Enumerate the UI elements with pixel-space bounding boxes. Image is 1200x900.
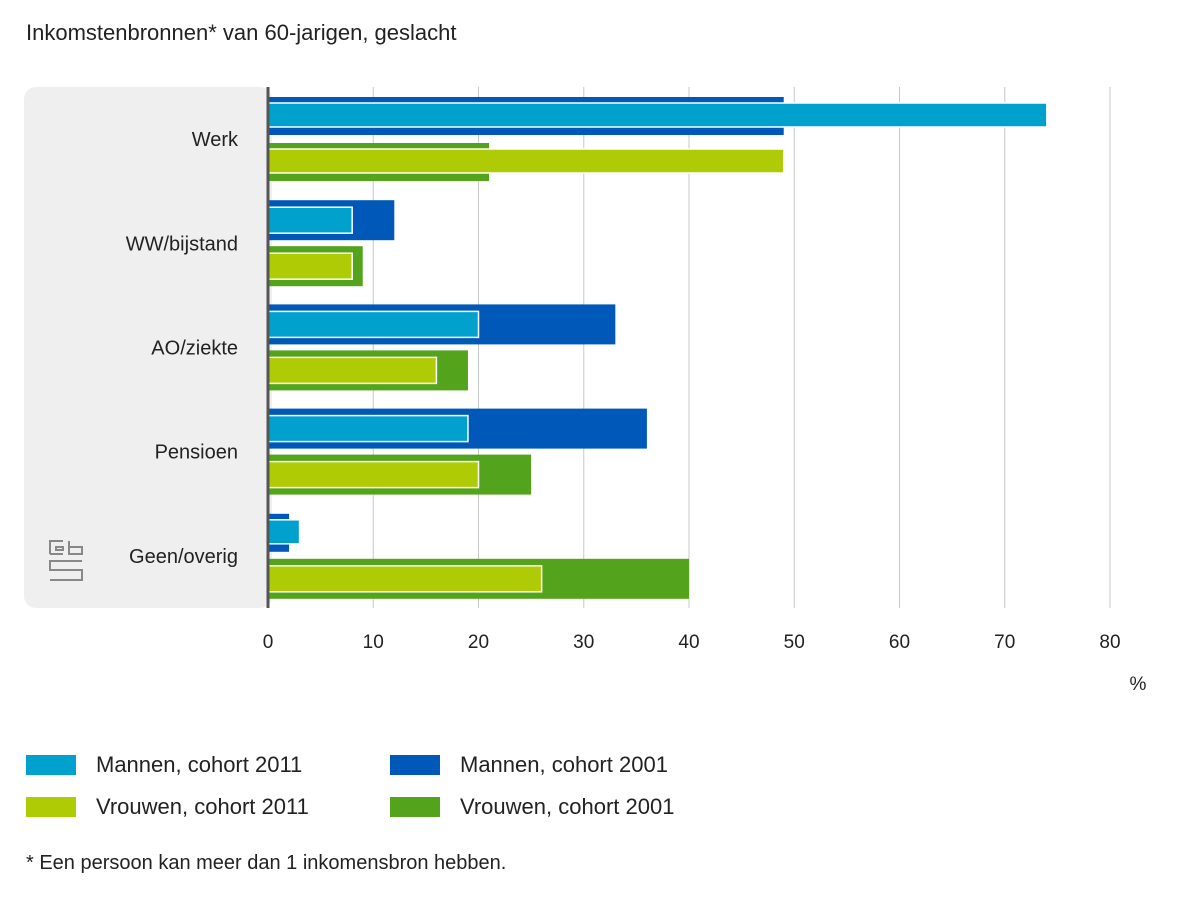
bar [267,148,785,174]
category-label-panel [24,87,272,608]
bar [267,102,1048,128]
category-label: Pensioen [155,442,238,464]
x-tick-label: 70 [994,632,1015,653]
legend-swatch [390,755,440,775]
category-label: AO/ziekte [151,338,238,360]
bar [268,543,290,552]
bar [267,519,301,545]
label-panel-bg [24,87,272,608]
bars [267,97,1048,599]
x-tick-label: 50 [784,632,805,653]
x-tick-label: 20 [468,632,489,653]
x-axis-unit-label: % [1130,674,1147,695]
bar [267,460,480,489]
legend-label: Vrouwen, cohort 2001 [460,794,675,819]
category-label: Geen/overig [129,546,238,568]
legend-label: Mannen, cohort 2011 [96,752,303,777]
legend-swatch [26,755,76,775]
x-tick-label: 60 [889,632,910,653]
x-tick-labels: 0 10 20 30 40 50 60 70 80 [263,632,1121,653]
category-labels: Werk WW/bijstand AO/ziekte Pensioen Geen/ove… [126,129,239,568]
legend-swatch [390,797,440,817]
bar [267,414,469,443]
legend-label: Mannen, cohort 2001 [460,752,668,777]
legend-item-vrouwen-2011: Vrouwen, cohort 2011 [26,794,309,820]
footnote: * Een persoon kan meer dan 1 inkomensbro… [26,852,507,874]
legend-item-mannen-2011: Mannen, cohort 2011 [26,752,302,778]
x-tick-label: 40 [678,632,699,653]
legend-item-vrouwen-2001: Vrouwen, cohort 2001 [390,794,674,820]
x-tick-label: 0 [263,632,274,653]
x-tick-label: 10 [363,632,384,653]
bar [268,127,784,135]
x-tick-label: 80 [1099,632,1120,653]
bar [268,173,490,181]
gridlines [372,87,1111,608]
bar [267,310,480,339]
chart-title: Inkomstenbronnen* van 60-jarigen, geslac… [26,20,457,45]
x-tick-label: 30 [573,632,594,653]
category-label: WW/bijstand [126,233,238,255]
legend-label: Vrouwen, cohort 2011 [96,794,309,819]
bar [267,356,438,385]
bar [267,206,353,234]
cbs-logo-icon [49,540,83,581]
legend-swatch [26,797,76,817]
legend-item-mannen-2001: Mannen, cohort 2001 [390,752,668,778]
bar [267,252,353,280]
category-label: Werk [192,129,239,151]
bar [267,565,543,593]
